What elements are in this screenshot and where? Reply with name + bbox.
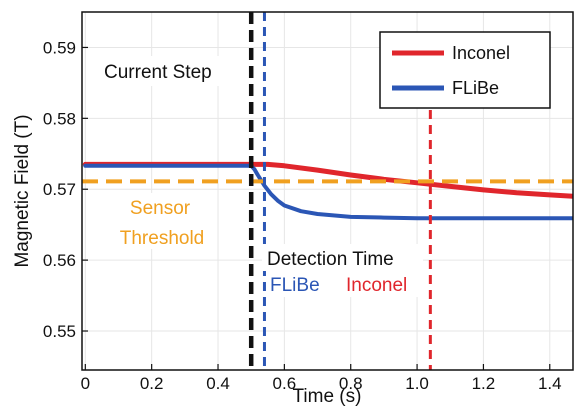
sensor-label: Sensor — [130, 198, 191, 219]
legend: Inconel FLiBe — [380, 32, 550, 108]
x-axis-label: Time (s) — [293, 386, 362, 407]
x-tick-label-2: 0.4 — [206, 374, 230, 393]
y-tick-label-1: 0.56 — [43, 251, 76, 270]
x-tick-label-0: 0 — [81, 374, 90, 393]
y-axis-label: Magnetic Field (T) — [12, 114, 33, 267]
x-tick-label-7: 1.4 — [538, 374, 562, 393]
inconel-detection-label: Inconel — [346, 275, 407, 296]
y-axis-ticks: 0.55 0.56 0.57 0.58 0.59 — [43, 38, 88, 341]
y-tick-label-3: 0.58 — [43, 109, 76, 128]
y-tick-label-0: 0.55 — [43, 322, 76, 341]
x-tick-label-1: 0.2 — [140, 374, 164, 393]
flibe-detection-label: FLiBe — [270, 275, 320, 296]
legend-label-flibe: FLiBe — [452, 78, 499, 98]
current-step-label: Current Step — [104, 62, 212, 83]
x-tick-label-6: 1.2 — [472, 374, 496, 393]
x-tick-label-5: 1.0 — [405, 374, 429, 393]
y-tick-label-4: 0.59 — [43, 38, 76, 57]
y-tick-label-2: 0.57 — [43, 180, 76, 199]
legend-label-inconel: Inconel — [452, 43, 510, 63]
detection-time-label: Detection Time — [267, 249, 394, 270]
threshold-label: Threshold — [120, 228, 205, 249]
